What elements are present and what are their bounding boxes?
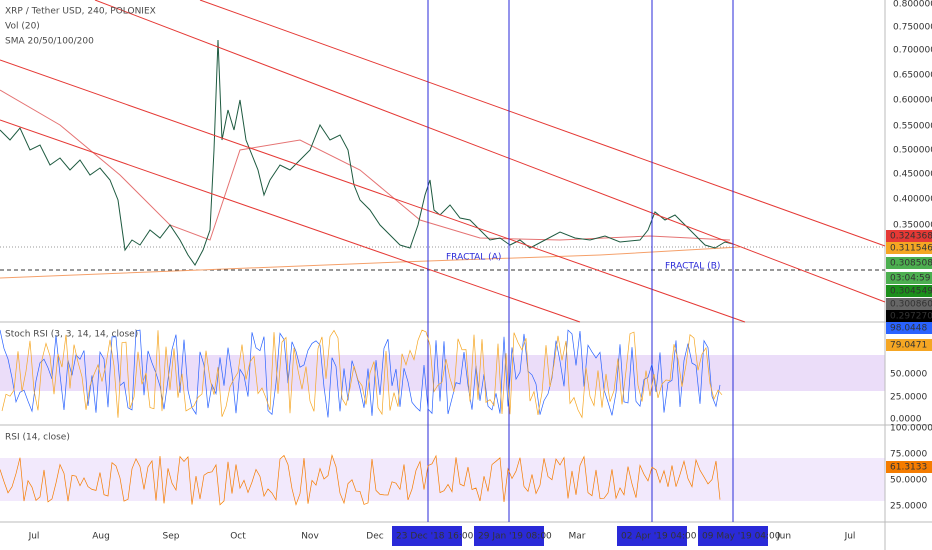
price-tick-label: 0.80000000 — [893, 0, 932, 10]
stoch-label: Stoch RSI (3, 3, 14, 14, close) — [5, 330, 138, 340]
rsi-tick-label: 25.0000 — [890, 502, 927, 512]
price-badge-label: 0.32436841 — [890, 232, 932, 242]
month-label: Oct — [230, 532, 246, 542]
rsi-label: RSI (14, close) — [5, 433, 70, 443]
price-series — [0, 39, 734, 266]
sma-100 — [0, 89, 731, 241]
price-tick-label: 0.40000000 — [893, 195, 932, 205]
rsi-tick-label: 75.0000 — [890, 450, 927, 460]
stoch-badge — [886, 339, 932, 351]
rsi-line — [0, 453, 721, 506]
date-markers — [427, 0, 734, 522]
stoch-badge-label: 98.0448 — [890, 324, 927, 334]
price-badge — [886, 298, 932, 310]
price-badge-label: 0.30454991 — [890, 287, 932, 297]
date-badge-label: 09 May '19 04:00 — [702, 532, 781, 542]
price-tick-label: 0.45000000 — [893, 170, 932, 180]
price-tick-label: 0.35000000 — [893, 221, 932, 231]
price-tick-label: 0.50000000 — [893, 146, 932, 156]
channel-lines — [0, 0, 886, 323]
rsi-band — [0, 458, 885, 501]
date-badge — [474, 526, 544, 546]
sma-200 — [0, 246, 741, 279]
price-tick-label: 0.65000000 — [893, 71, 932, 81]
date-badge — [698, 526, 768, 546]
rsi-badge-label: 61.3133 — [890, 463, 927, 473]
price-badge — [886, 310, 932, 322]
symbol-title: XRP / Tether USD, 240, POLONIEX — [5, 7, 156, 17]
price-badge — [886, 257, 932, 269]
annotation: FRACTAL (A) — [446, 253, 501, 263]
price-badge — [886, 272, 932, 284]
month-label: Nov — [301, 532, 319, 542]
date-badge-label: 29 Jan '19 08:00 — [478, 532, 552, 542]
rsi-badge — [886, 461, 932, 473]
stoch-tick-label: 0.0000 — [890, 415, 922, 425]
price-badge — [886, 242, 932, 254]
month-label: Sep — [163, 532, 180, 542]
date-badge — [392, 526, 462, 546]
price-tick-label: 0.60000000 — [893, 96, 932, 106]
axes: 0.80000000 0.75000000 0.70000000 0.65000000… — [28, 0, 932, 546]
price-tick-label: 0.70000000 — [893, 46, 932, 56]
month-label: Jun — [776, 532, 791, 542]
price-badge-label: 0.31154618 — [890, 244, 932, 254]
stoch-badge-label: 79.0471 — [890, 341, 927, 351]
month-label: Jul — [844, 532, 856, 542]
stoch-tick-label: 50.0000 — [890, 370, 927, 380]
date-badge — [617, 526, 687, 546]
month-label: Jul — [28, 532, 40, 542]
date-badge-label: 23 Dec '18 16:00 — [396, 532, 474, 542]
price-tick-label: 0.55000000 — [893, 122, 932, 132]
rsi-tick-label: 100.0000 — [890, 424, 932, 434]
stoch-tick-label: 25.0000 — [890, 393, 927, 403]
rsi-trace — [0, 453, 721, 506]
date-badge-label: 02 Apr '19 04:00 — [621, 532, 697, 542]
month-label: Dec — [366, 532, 383, 542]
stoch-lines — [0, 329, 723, 419]
stoch-d — [1, 329, 723, 419]
month-label: Mar — [569, 532, 586, 542]
month-label: Aug — [92, 532, 110, 542]
price-badge-label: 0.29727087 — [890, 312, 932, 322]
price-badge-label: 0.30086061 — [890, 300, 932, 310]
price-badge-label: 0.30850812 — [890, 259, 932, 269]
price-tick-label: 0.75000000 — [893, 23, 932, 33]
stoch-badge — [886, 322, 932, 334]
price-badge-label: 03:04:59 — [890, 274, 931, 284]
price-badge — [886, 230, 932, 242]
rsi-tick-label: 50.0000 — [890, 476, 927, 486]
sma-label: SMA 20/50/100/200 — [5, 37, 94, 47]
price-badge — [886, 285, 932, 297]
annotation: FRACTAL (B) — [665, 262, 720, 272]
volume-label: Vol (20) — [5, 22, 40, 32]
